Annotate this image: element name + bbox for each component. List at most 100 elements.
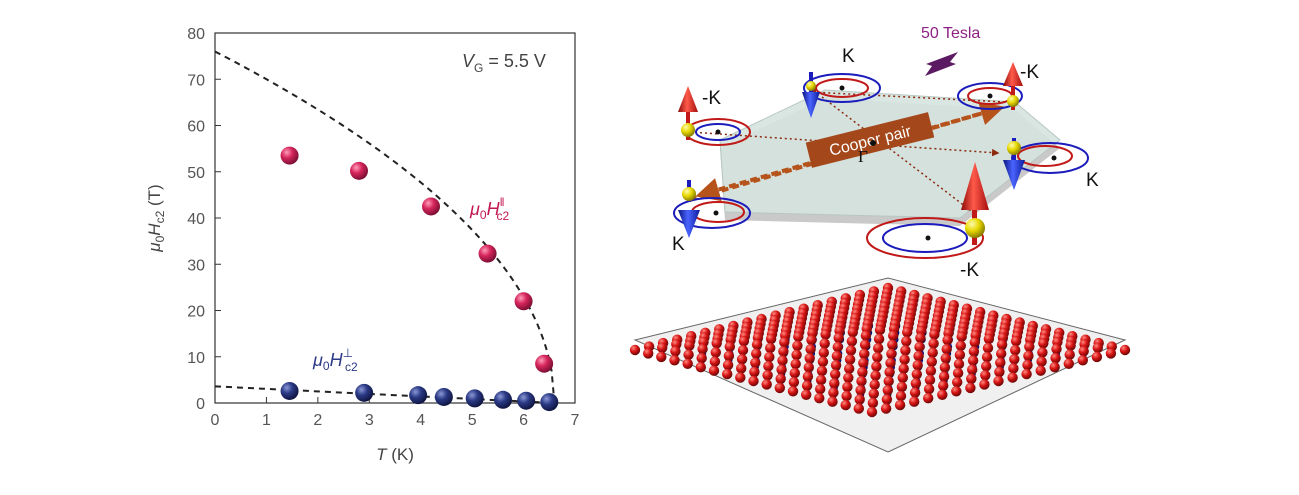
fit-curve-1	[214, 385, 555, 404]
chalcogen-atom	[996, 348, 1007, 359]
chalcogen-atom	[909, 387, 921, 398]
x-tick-label: 1	[262, 412, 271, 429]
chalcogen-atom	[1023, 350, 1034, 362]
chalcogen-atom	[778, 346, 789, 357]
chalcogen-atom	[833, 332, 844, 344]
chalcogen-atom	[776, 364, 787, 375]
chalcogen-atom	[855, 385, 866, 396]
chalcogen-atom	[709, 356, 721, 367]
chalcogen-atom	[818, 347, 829, 358]
chalcogen-atom	[1077, 355, 1088, 366]
chalcogen-atom	[868, 388, 879, 399]
chalcogen-atom	[925, 365, 937, 377]
chalcogen-atom	[914, 341, 925, 353]
chalcogen-atom	[846, 336, 858, 347]
chalcogen-atom	[1037, 347, 1048, 358]
parallel-series-label: μ0H‖ c2	[469, 195, 510, 223]
perpendicular-data-point	[494, 390, 512, 409]
chalcogen-atom	[1035, 365, 1046, 376]
chalcogen-atom	[844, 363, 855, 374]
parallel-data-point	[478, 244, 497, 263]
chalcogen-atom	[866, 406, 878, 418]
y-tick-label: 50	[187, 165, 205, 182]
chalcogen-atom	[787, 386, 799, 397]
spin-up-arrow	[961, 162, 989, 245]
chalcogen-atom	[1092, 342, 1103, 353]
chalcogen-atom	[885, 357, 896, 369]
gamma-point	[870, 140, 876, 146]
y-tick-label: 40	[187, 211, 205, 228]
chalcogen-atom	[858, 357, 869, 369]
chalcogen-atom	[722, 359, 734, 371]
chalcogen-atom	[1009, 354, 1020, 365]
chalcogen-atom	[1091, 351, 1103, 363]
chalcogen-atom	[750, 357, 761, 368]
chalcogen-atom	[982, 342, 994, 354]
y-tick-label: 10	[187, 350, 205, 367]
chalcogen-atom	[896, 381, 908, 393]
chalcogen-atom	[802, 371, 814, 382]
chalcogen-atom	[775, 373, 786, 384]
spin-down-arrow	[802, 72, 820, 118]
chalcogen-atom	[937, 389, 948, 400]
field-arrow-icon	[925, 52, 958, 76]
chalcogen-atom	[828, 387, 839, 398]
x-tick-label: 4	[416, 412, 425, 429]
chalcogen-atom	[955, 340, 966, 351]
chalcogen-atom	[882, 385, 893, 396]
chalcogen-atom	[887, 339, 898, 350]
y-tick-label: 70	[187, 72, 205, 89]
y-tick-label: 30	[187, 257, 205, 274]
chalcogen-atom	[951, 386, 962, 397]
x-tick-label: 5	[468, 412, 477, 429]
chalcogen-atom	[657, 342, 668, 353]
chalcogen-atom	[927, 347, 938, 358]
chalcogen-atom	[953, 358, 965, 370]
chalcogen-atom	[669, 355, 680, 366]
chalcogen-atom	[738, 335, 750, 347]
y-tick-label: 80	[187, 26, 205, 43]
chalcogen-atom	[965, 382, 976, 394]
chalcogen-atom	[736, 363, 747, 374]
chalcogen-atom	[1065, 340, 1076, 351]
chalcogen-atom	[968, 346, 980, 357]
chalcogen-atom	[983, 333, 995, 345]
chalcogen-atom	[994, 366, 1005, 378]
chalcogen-atom	[1105, 348, 1117, 359]
chalcogen-atom	[856, 376, 867, 387]
chalcogen-atom	[806, 334, 817, 346]
chalcogen-atom	[894, 399, 906, 411]
chalcogen-atom	[1051, 343, 1062, 355]
chalcogen-atom	[842, 381, 853, 393]
chalcogen-atom	[995, 357, 1006, 368]
chalcogen-atom	[993, 375, 1004, 387]
valley-label: -K	[960, 260, 979, 281]
chalcogen-atom	[912, 360, 923, 371]
chalcogen-atom	[711, 338, 722, 349]
chalcogen-atom	[805, 344, 816, 355]
chalcogen-atom	[801, 380, 813, 391]
chalcogen-atom	[886, 348, 897, 360]
chalcogen-atom	[832, 341, 843, 353]
x-axis-ticks: 0 1 2 3 4 5 6 7	[211, 397, 580, 429]
chalcogen-atom	[940, 353, 951, 364]
chalcogen-atom	[1010, 345, 1021, 356]
parallel-data-point	[350, 161, 368, 180]
chalcogen-atom	[1021, 368, 1032, 380]
chalcogen-atom	[869, 379, 880, 390]
chalcogen-atom	[873, 343, 884, 354]
chalcogen-atom	[815, 383, 826, 395]
chalcogen-atom	[1024, 341, 1035, 352]
chalcogen-atom	[683, 349, 694, 360]
x-tick-label: 7	[571, 412, 580, 429]
chalcogen-atom	[1008, 363, 1019, 374]
chalcogen-atom	[765, 333, 777, 345]
chalcogen-atom	[854, 394, 865, 405]
chalcogen-atom	[735, 372, 746, 383]
chalcogen-atom	[910, 378, 922, 389]
chalcogen-atom	[722, 368, 733, 380]
chalcogen-atom	[696, 352, 707, 364]
chalcogen-atom	[708, 365, 720, 376]
chalcogen-atom	[883, 376, 894, 387]
chalcogen-atom	[901, 336, 912, 347]
